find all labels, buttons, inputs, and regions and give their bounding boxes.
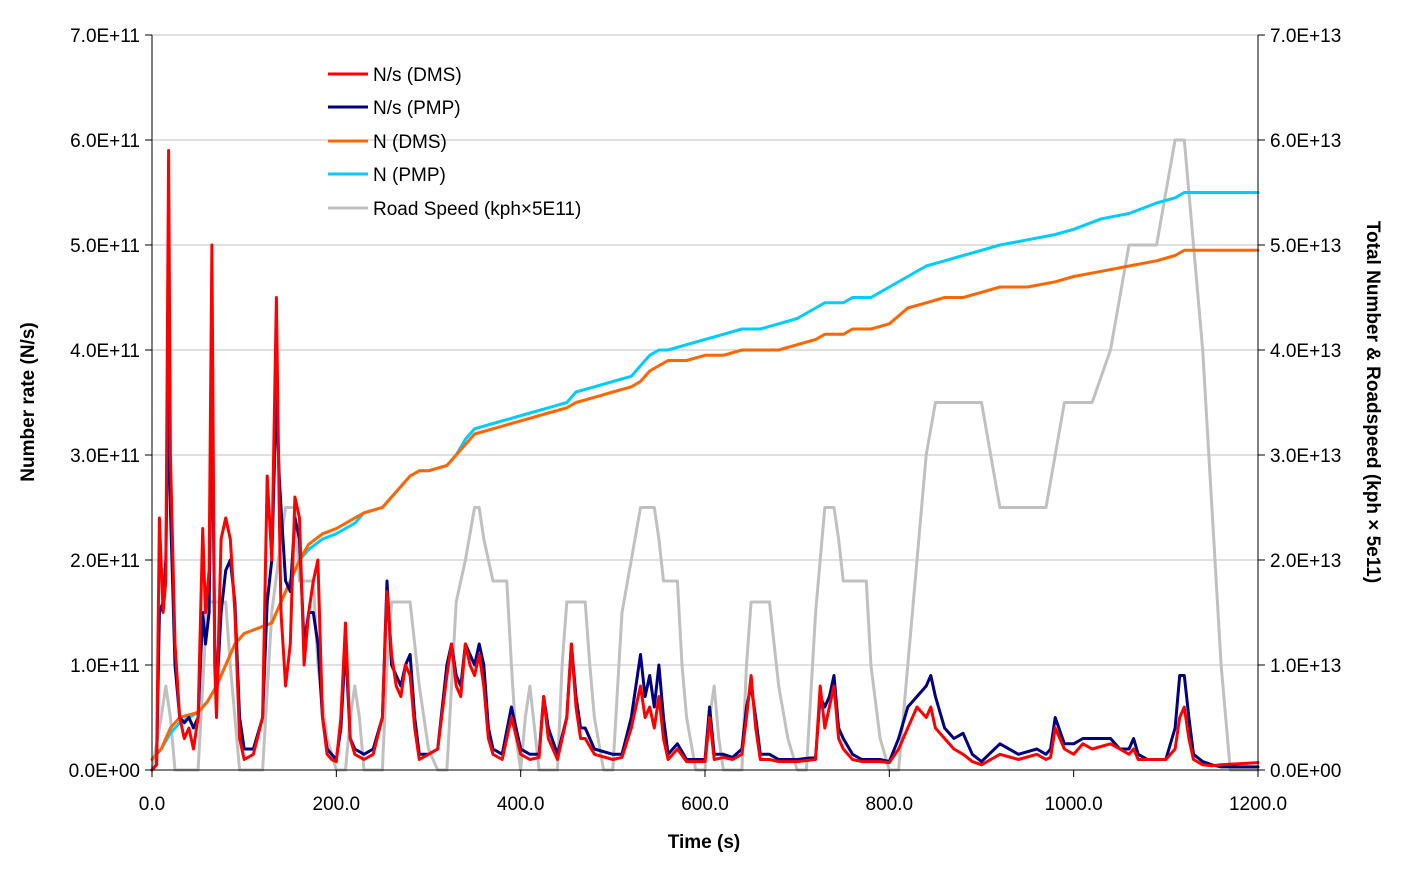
y-tick-label: 7.0E+11 xyxy=(70,26,140,47)
y2-tick-label: 5.0E+13 xyxy=(1270,236,1341,257)
y-tick-label: 2.0E+11 xyxy=(70,551,140,572)
x-tick-label: 1000.0 xyxy=(1045,794,1103,815)
legend-label: N (PMP) xyxy=(373,165,446,186)
legend-item-n-dms: N (DMS) xyxy=(328,132,447,153)
y2-tick-label: 4.0E+13 xyxy=(1270,341,1341,362)
y2-tick-label: 7.0E+13 xyxy=(1270,26,1341,47)
series-line-n-dms xyxy=(150,248,1260,761)
y-tick-label: 6.0E+11 xyxy=(70,131,140,152)
y2-tick-label: 0.0E+00 xyxy=(1270,761,1341,782)
axes xyxy=(145,34,1265,777)
series-line-road-speed xyxy=(150,138,1260,772)
y2-tick-label: 6.0E+13 xyxy=(1270,131,1341,152)
legend-item-ns-pmp: N/s (PMP) xyxy=(328,98,461,119)
x-tick-label: 800.0 xyxy=(866,794,914,815)
y-tick-label: 5.0E+11 xyxy=(70,236,140,257)
legend-label: N/s (PMP) xyxy=(373,98,461,119)
legend-label: Road Speed (kph×5E11) xyxy=(373,199,581,220)
series-line-ns-dms xyxy=(150,149,1260,772)
y2-axis-title: Total Number & Roadspeed (kph × 5e11) xyxy=(1362,221,1383,583)
x-tick-label: 400.0 xyxy=(497,794,545,815)
x-tick-label: 0.0 xyxy=(139,794,165,815)
x-axis-title: Time (s) xyxy=(668,832,741,853)
x-tick-label: 600.0 xyxy=(681,794,729,815)
y2-tick-label: 3.0E+13 xyxy=(1270,446,1341,467)
legend-item-road-speed: Road Speed (kph×5E11) xyxy=(328,199,581,220)
x-tick-label: 200.0 xyxy=(313,794,361,815)
legend-label: N (DMS) xyxy=(373,132,447,153)
y2-tick-label: 1.0E+13 xyxy=(1270,656,1341,677)
y2-tick-label: 2.0E+13 xyxy=(1270,551,1341,572)
y-axis-title: Number rate (N/s) xyxy=(18,322,39,481)
series-lines xyxy=(150,138,1260,772)
y-tick-label: 0.0E+00 xyxy=(69,761,140,782)
y-tick-label: 3.0E+11 xyxy=(70,446,140,467)
tick-labels: 0.0E+00 0.0E+00 1.0E+11 1.0E+13 2.0E+11 2.0E+… xyxy=(69,26,1342,815)
legend: N/s (DMS) N/s (PMP) N (DMS) N (PMP) Road… xyxy=(328,65,581,220)
x-tick-label: 1200.0 xyxy=(1229,794,1287,815)
legend-item-ns-dms: N/s (DMS) xyxy=(328,65,462,86)
y-tick-label: 1.0E+11 xyxy=(70,656,140,677)
legend-item-n-pmp: N (PMP) xyxy=(328,165,446,186)
legend-label: N/s (DMS) xyxy=(373,65,462,86)
y-tick-label: 4.0E+11 xyxy=(70,341,140,362)
